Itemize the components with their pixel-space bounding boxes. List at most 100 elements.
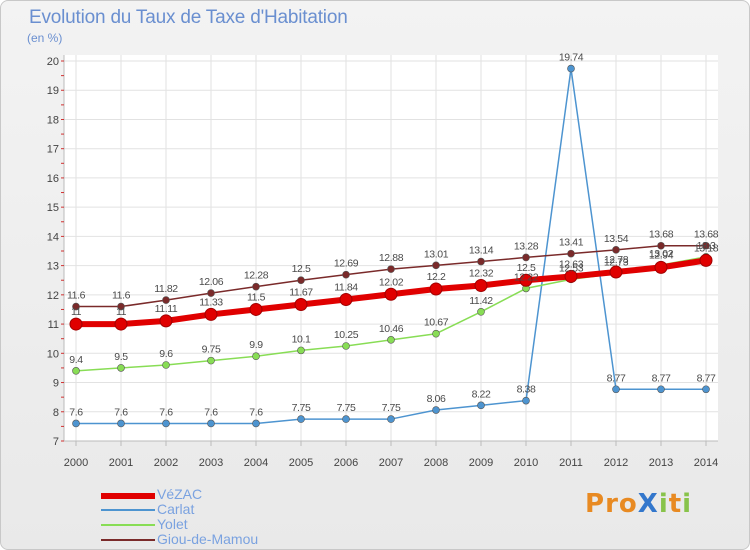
data-point xyxy=(117,419,125,428)
data-label: 8.06 xyxy=(427,393,446,405)
data-label: 13.3 xyxy=(697,240,716,252)
data-point xyxy=(342,415,350,423)
data-label: 11.84 xyxy=(334,282,358,294)
data-label: 7.6 xyxy=(249,406,263,418)
data-point xyxy=(612,385,620,394)
x-tick-label: 2007 xyxy=(379,457,403,469)
data-label: 12.06 xyxy=(199,276,224,288)
data-label: 13.41 xyxy=(559,237,584,249)
data-label: 12.63 xyxy=(559,258,584,270)
data-label: 11.6 xyxy=(112,290,131,302)
data-label: 9.9 xyxy=(249,339,263,351)
data-label: 8.38 xyxy=(517,384,536,396)
data-point xyxy=(477,307,485,316)
data-label: 12.22 xyxy=(514,271,539,283)
data-point xyxy=(117,364,125,372)
data-label: 9.5 xyxy=(114,351,128,363)
data-point xyxy=(387,336,395,344)
data-label: 11 xyxy=(116,306,127,318)
data-label: 7.6 xyxy=(69,406,83,418)
y-tick-label: 14 xyxy=(47,231,59,243)
data-label: 11.11 xyxy=(155,303,178,315)
x-tick-label: 2006 xyxy=(334,457,358,469)
data-point xyxy=(339,293,353,307)
data-point xyxy=(117,302,125,311)
data-point xyxy=(522,396,530,405)
x-tick-label: 2012 xyxy=(604,457,628,469)
data-label: 13.18 xyxy=(694,242,719,254)
data-point xyxy=(342,270,350,279)
logo-letter: o xyxy=(618,489,638,519)
data-point xyxy=(387,415,395,423)
data-point xyxy=(699,253,713,267)
data-label: 7.75 xyxy=(382,402,401,414)
legend-label: Yolet xyxy=(157,516,188,532)
data-point xyxy=(654,260,668,274)
data-point xyxy=(252,282,260,291)
data-point xyxy=(702,241,710,250)
data-point xyxy=(519,273,533,287)
data-point xyxy=(567,64,575,73)
x-tick-label: 2002 xyxy=(154,457,178,469)
x-tick-label: 2001 xyxy=(109,457,133,469)
data-label: 13.01 xyxy=(424,248,449,260)
legend-label: Carlat xyxy=(157,501,195,517)
data-label: 10.25 xyxy=(334,329,359,341)
data-point xyxy=(294,297,308,311)
data-point xyxy=(474,278,488,292)
y-tick-label: 9 xyxy=(53,378,59,390)
data-point xyxy=(657,385,665,394)
data-label: 11.5 xyxy=(247,291,266,303)
data-label: 8.77 xyxy=(607,372,626,384)
data-label: 19.74 xyxy=(559,52,584,64)
data-point xyxy=(387,265,395,273)
logo-letter: i xyxy=(682,489,693,519)
x-tick-label: 2014 xyxy=(694,457,718,469)
data-point xyxy=(72,367,80,375)
x-tick-label: 2000 xyxy=(64,457,88,469)
data-label: 8.22 xyxy=(472,388,491,400)
data-label: 12.88 xyxy=(379,252,404,264)
y-tick-label: 15 xyxy=(47,202,59,214)
data-label: 13.14 xyxy=(469,245,494,257)
legend-label: Giou-de-Mamou xyxy=(157,531,259,547)
data-label: 13.28 xyxy=(514,240,539,252)
y-tick-label: 11 xyxy=(48,319,59,331)
data-point xyxy=(609,265,623,279)
data-point xyxy=(477,401,485,410)
y-tick-label: 17 xyxy=(47,144,59,156)
data-point xyxy=(564,269,578,283)
x-tick-label: 2005 xyxy=(289,457,313,469)
data-label: 13.68 xyxy=(694,229,719,241)
legend-swatch xyxy=(101,509,155,511)
data-point xyxy=(114,317,128,331)
data-label: 12.32 xyxy=(469,267,494,279)
y-tick-label: 8 xyxy=(53,407,59,419)
data-point xyxy=(657,241,665,250)
logo-letter: r xyxy=(605,489,619,519)
legend-swatch xyxy=(101,524,155,526)
chart-unit: (en %) xyxy=(27,31,63,45)
data-label: 12.28 xyxy=(244,270,269,282)
logo-letter: i xyxy=(658,489,669,519)
y-tick-label: 19 xyxy=(47,85,59,97)
data-point xyxy=(204,307,218,321)
data-label: 12.69 xyxy=(334,258,359,270)
data-point xyxy=(612,246,620,254)
x-tick-label: 2013 xyxy=(649,457,673,469)
data-label: 12.94 xyxy=(649,249,674,261)
data-point xyxy=(384,287,398,301)
y-tick-label: 13 xyxy=(47,261,59,273)
data-label: 12.5 xyxy=(517,262,536,274)
data-label: 13.54 xyxy=(604,233,629,245)
data-point xyxy=(252,419,260,428)
data-point xyxy=(72,419,80,428)
x-tick-label: 2011 xyxy=(559,457,583,469)
data-label: 12.2 xyxy=(427,271,446,283)
y-tick-label: 10 xyxy=(47,348,59,360)
y-tick-label: 20 xyxy=(47,56,59,68)
x-tick-label: 2009 xyxy=(469,457,493,469)
data-point xyxy=(342,342,350,350)
data-label: 11.67 xyxy=(289,286,313,298)
